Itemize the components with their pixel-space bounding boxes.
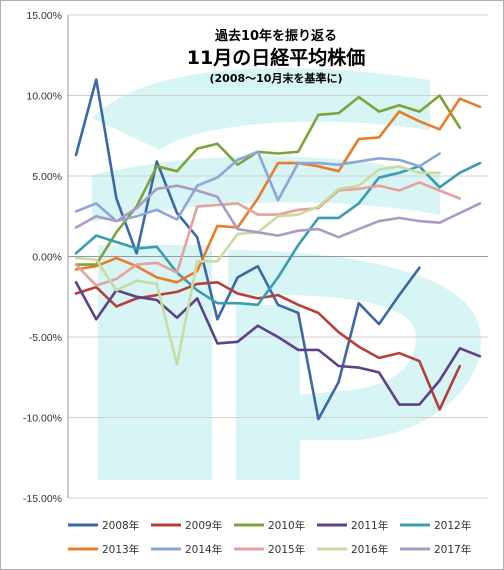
- y-tick-label: -10.00%: [23, 413, 62, 425]
- title-line-1: 過去10年を振り返る: [214, 28, 337, 44]
- grid-lines: [67, 14, 488, 499]
- title-line-3: (2008～10月末を基準に): [210, 71, 343, 85]
- legend-label: 2017年: [434, 543, 471, 556]
- watermark-shape: [92, 67, 430, 150]
- y-tick-label: -15.00%: [23, 493, 62, 505]
- y-tick-label: 5.00%: [32, 171, 62, 183]
- legend-label: 2009年: [185, 519, 222, 532]
- legend-label: 2008年: [102, 519, 139, 532]
- y-tick-label: 0.00%: [32, 252, 62, 264]
- legend: 2008年 2009年 2010年 2011年 2012年 2013年 2014年 2015年…: [68, 519, 471, 556]
- legend-label: 2014年: [185, 543, 222, 556]
- y-tick-label: 10.00%: [26, 91, 62, 103]
- watermark-shape: [92, 156, 440, 222]
- y-tick-label: 15.00%: [26, 10, 62, 22]
- series-line-2015年: [74, 181, 462, 287]
- legend-label: 2013年: [102, 543, 139, 556]
- series-line-2012年: [74, 161, 482, 307]
- series-line-2013年: [74, 97, 482, 284]
- legend-label: 2016年: [351, 543, 388, 556]
- y-axis-ticks: 15.00% 10.00% 5.00% 0.00% -5.00% -10.00% -15.0…: [23, 10, 62, 505]
- series-line-2011年: [74, 280, 482, 406]
- series-lines: [74, 78, 482, 421]
- chart-title: 過去10年を振り返る 11月の日経平均株価 (2008～10月末を基準に): [187, 28, 365, 85]
- series-line-2010年: [74, 94, 462, 266]
- watermark-shape: [236, 305, 300, 480]
- legend-label: 2012年: [434, 519, 471, 532]
- legend-label: 2015年: [268, 543, 305, 556]
- y-tick-label: -5.00%: [29, 332, 62, 344]
- watermark-shape: [228, 250, 481, 440]
- watermark-logo: [92, 67, 481, 480]
- series-line-2008年: [74, 78, 421, 421]
- legend-label: 2010年: [268, 519, 305, 532]
- series-line-2017年: [74, 184, 482, 239]
- title-line-2: 11月の日経平均株価: [187, 46, 365, 69]
- legend-label: 2011年: [351, 519, 388, 532]
- series-line-2014年: [74, 150, 441, 223]
